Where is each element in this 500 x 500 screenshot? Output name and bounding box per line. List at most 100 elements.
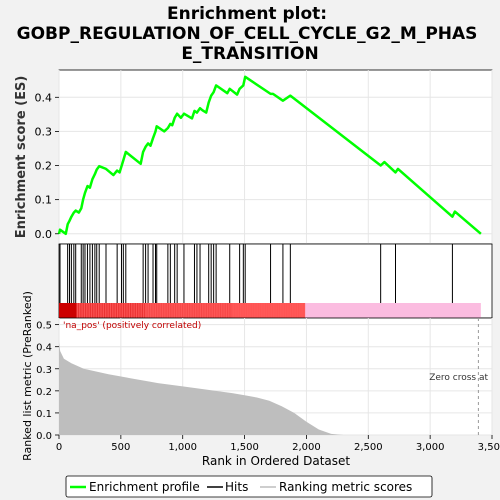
heatbar-stripe — [135, 303, 137, 318]
heatbar-stripe — [124, 303, 126, 318]
heatbar-stripe — [275, 303, 277, 318]
ranked-metric-y-tick-label: 0.3 — [36, 365, 52, 376]
heatbar-negative-segment — [305, 303, 481, 318]
heatbar-stripe — [154, 303, 156, 318]
ranked-metric-y-axis-label: Ranked list metric (PreRanked) — [21, 291, 34, 461]
heatbar-stripe — [251, 303, 253, 318]
heatbar-stripe — [268, 303, 270, 318]
heatbar-stripe — [220, 303, 221, 318]
heatbar-stripe — [176, 303, 178, 318]
heatbar-stripe — [199, 303, 201, 318]
heatbar-stripe — [218, 303, 220, 318]
x-tick-label: 3,500 — [478, 442, 500, 453]
hits-panel — [58, 243, 493, 319]
heatbar-stripe — [123, 303, 124, 318]
heatbar-stripe — [254, 303, 256, 318]
ranked-list-heatbar — [59, 303, 481, 318]
x-tick-label: 1,000 — [168, 442, 197, 453]
heatbar-stripe — [192, 303, 194, 318]
heatbar-stripe — [207, 303, 209, 318]
heatbar-stripe — [188, 303, 190, 318]
heatbar-strong-positive-segment — [59, 303, 77, 318]
heatbar-stripe — [282, 303, 284, 318]
positive-correlation-label: 'na_pos' (positively correlated) — [63, 321, 201, 331]
ranked-metric-y-ticks: 0.0 0.1 0.2 0.3 0.4 0.5 — [36, 321, 59, 442]
heatbar-stripe — [114, 303, 116, 318]
heatbar-stripe — [209, 303, 211, 318]
hit-lines — [59, 244, 453, 303]
heatbar-stripe — [159, 303, 161, 318]
heatbar-stripe — [162, 303, 164, 318]
heatbar-stripe — [175, 303, 176, 318]
heatbar-stripe — [104, 303, 105, 318]
heatbar-stripe — [277, 303, 279, 318]
heatbar-stripe — [230, 303, 232, 318]
x-tick-label: 0 — [56, 442, 62, 453]
heatbar-stripe — [266, 303, 268, 318]
heatbar-stripe — [121, 303, 123, 318]
heatbar-stripe — [223, 303, 225, 318]
ranked-metric-y-tick-label: 0.2 — [36, 387, 52, 398]
heatbar-stripe — [166, 303, 168, 318]
heatbar-stripe — [95, 303, 97, 318]
heatbar-stripe — [90, 303, 92, 318]
heatbar-stripe — [249, 303, 251, 318]
heatbar-stripe — [155, 303, 157, 318]
enrichment-y-ticks: 0.0 0.1 0.2 0.3 0.4 — [35, 91, 59, 241]
heatbar-stripe — [143, 303, 145, 318]
heatbar-stripe — [301, 303, 303, 318]
heatbar-stripe — [204, 303, 206, 318]
heatbar-stripe — [78, 303, 79, 318]
legend-enrichment-label: Enrichment profile — [89, 480, 200, 494]
heatbar-stripe — [79, 303, 81, 318]
heatbar-stripe — [116, 303, 118, 318]
x-tick-label: 500 — [111, 442, 130, 453]
heatbar-stripe — [237, 303, 239, 318]
heatbar-stripe — [270, 303, 272, 318]
heatbar-stripe — [140, 303, 142, 318]
heatbar-stripe — [194, 303, 195, 318]
heatbar-stripe — [97, 303, 98, 318]
heatbar-stripe — [299, 303, 301, 318]
heatbar-stripe — [246, 303, 247, 318]
chart-title-line-3: E_TRANSITION — [181, 44, 318, 64]
heatbar-stripe — [105, 303, 107, 318]
heatbar-stripe — [152, 303, 154, 318]
heatbar-stripe — [201, 303, 202, 318]
heatbar-stripe — [110, 303, 112, 318]
heatbar-stripe — [109, 303, 111, 318]
heatbar-stripe — [112, 303, 114, 318]
ranked-metric-y-tick-label: 0.4 — [36, 343, 52, 354]
heatbar-stripe — [256, 303, 258, 318]
legend: Enrichment profile Hits Ranking metric s… — [65, 475, 433, 498]
ranked-metric-y-tick-label: 0.0 — [36, 431, 52, 442]
heatbar-stripe — [88, 303, 90, 318]
heatbar-stripe — [157, 303, 159, 318]
heatbar-stripe — [240, 303, 242, 318]
heatbar-stripe — [86, 303, 88, 318]
enrichment-y-tick-label: 0.2 — [35, 160, 53, 173]
heatbar-stripe — [76, 303, 78, 318]
heatbar-stripe — [280, 303, 282, 318]
heatbar-stripe — [247, 303, 249, 318]
heatbar-stripe — [173, 303, 175, 318]
heatbar-stripe — [213, 303, 215, 318]
heatbar-stripe — [171, 303, 173, 318]
heatbar-stripe — [117, 303, 119, 318]
enrichment-y-tick-label: 0.0 — [35, 228, 53, 241]
heatbar-stripe — [147, 303, 149, 318]
heatbar-stripe — [130, 303, 131, 318]
heatbar-stripe — [233, 303, 235, 318]
chart-title: Enrichment plot: GOBP_REGULATION_OF_CELL… — [17, 4, 484, 64]
chart-title-line-2: GOBP_REGULATION_OF_CELL_CYCLE_G2_M_PHAS — [17, 24, 478, 44]
x-axis-label: Rank in Ordered Dataset — [202, 454, 350, 468]
heatbar-stripe — [228, 303, 230, 318]
legend-ranking-label: Ranking metric scores — [279, 480, 412, 494]
heatbar-stripe — [190, 303, 192, 318]
heatbar-stripe — [187, 303, 189, 318]
enrichment-panel: 0.0 0.1 0.2 0.3 0.4 Enrichment score (ES) — [14, 69, 493, 245]
ranked-metric-panel: 'na_pos' (positively correlated) Zero cr… — [21, 291, 500, 468]
heatbar-stripe — [303, 303, 305, 318]
enrichment-y-axis-label: Enrichment score (ES) — [14, 76, 29, 239]
